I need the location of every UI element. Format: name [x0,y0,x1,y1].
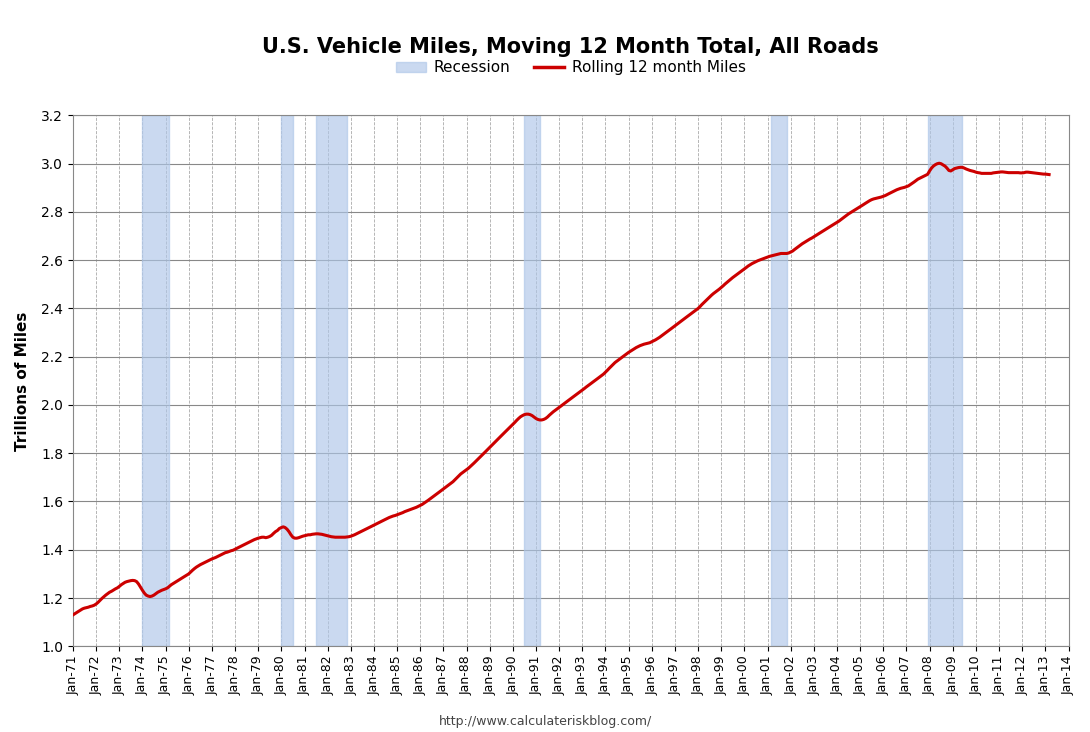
Bar [928,116,962,646]
Text: http://www.calculateriskblog.com/: http://www.calculateriskblog.com/ [438,715,652,728]
Title: U.S. Vehicle Miles, Moving 12 Month Total, All Roads: U.S. Vehicle Miles, Moving 12 Month Tota… [263,37,880,57]
Bar [281,116,293,646]
Bar [772,116,787,646]
Legend: Recession, Rolling 12 month Miles: Recession, Rolling 12 month Miles [389,54,752,81]
Bar [316,116,347,646]
Y-axis label: Trillions of Miles: Trillions of Miles [15,311,31,451]
Bar [524,116,540,646]
Bar [143,116,169,646]
